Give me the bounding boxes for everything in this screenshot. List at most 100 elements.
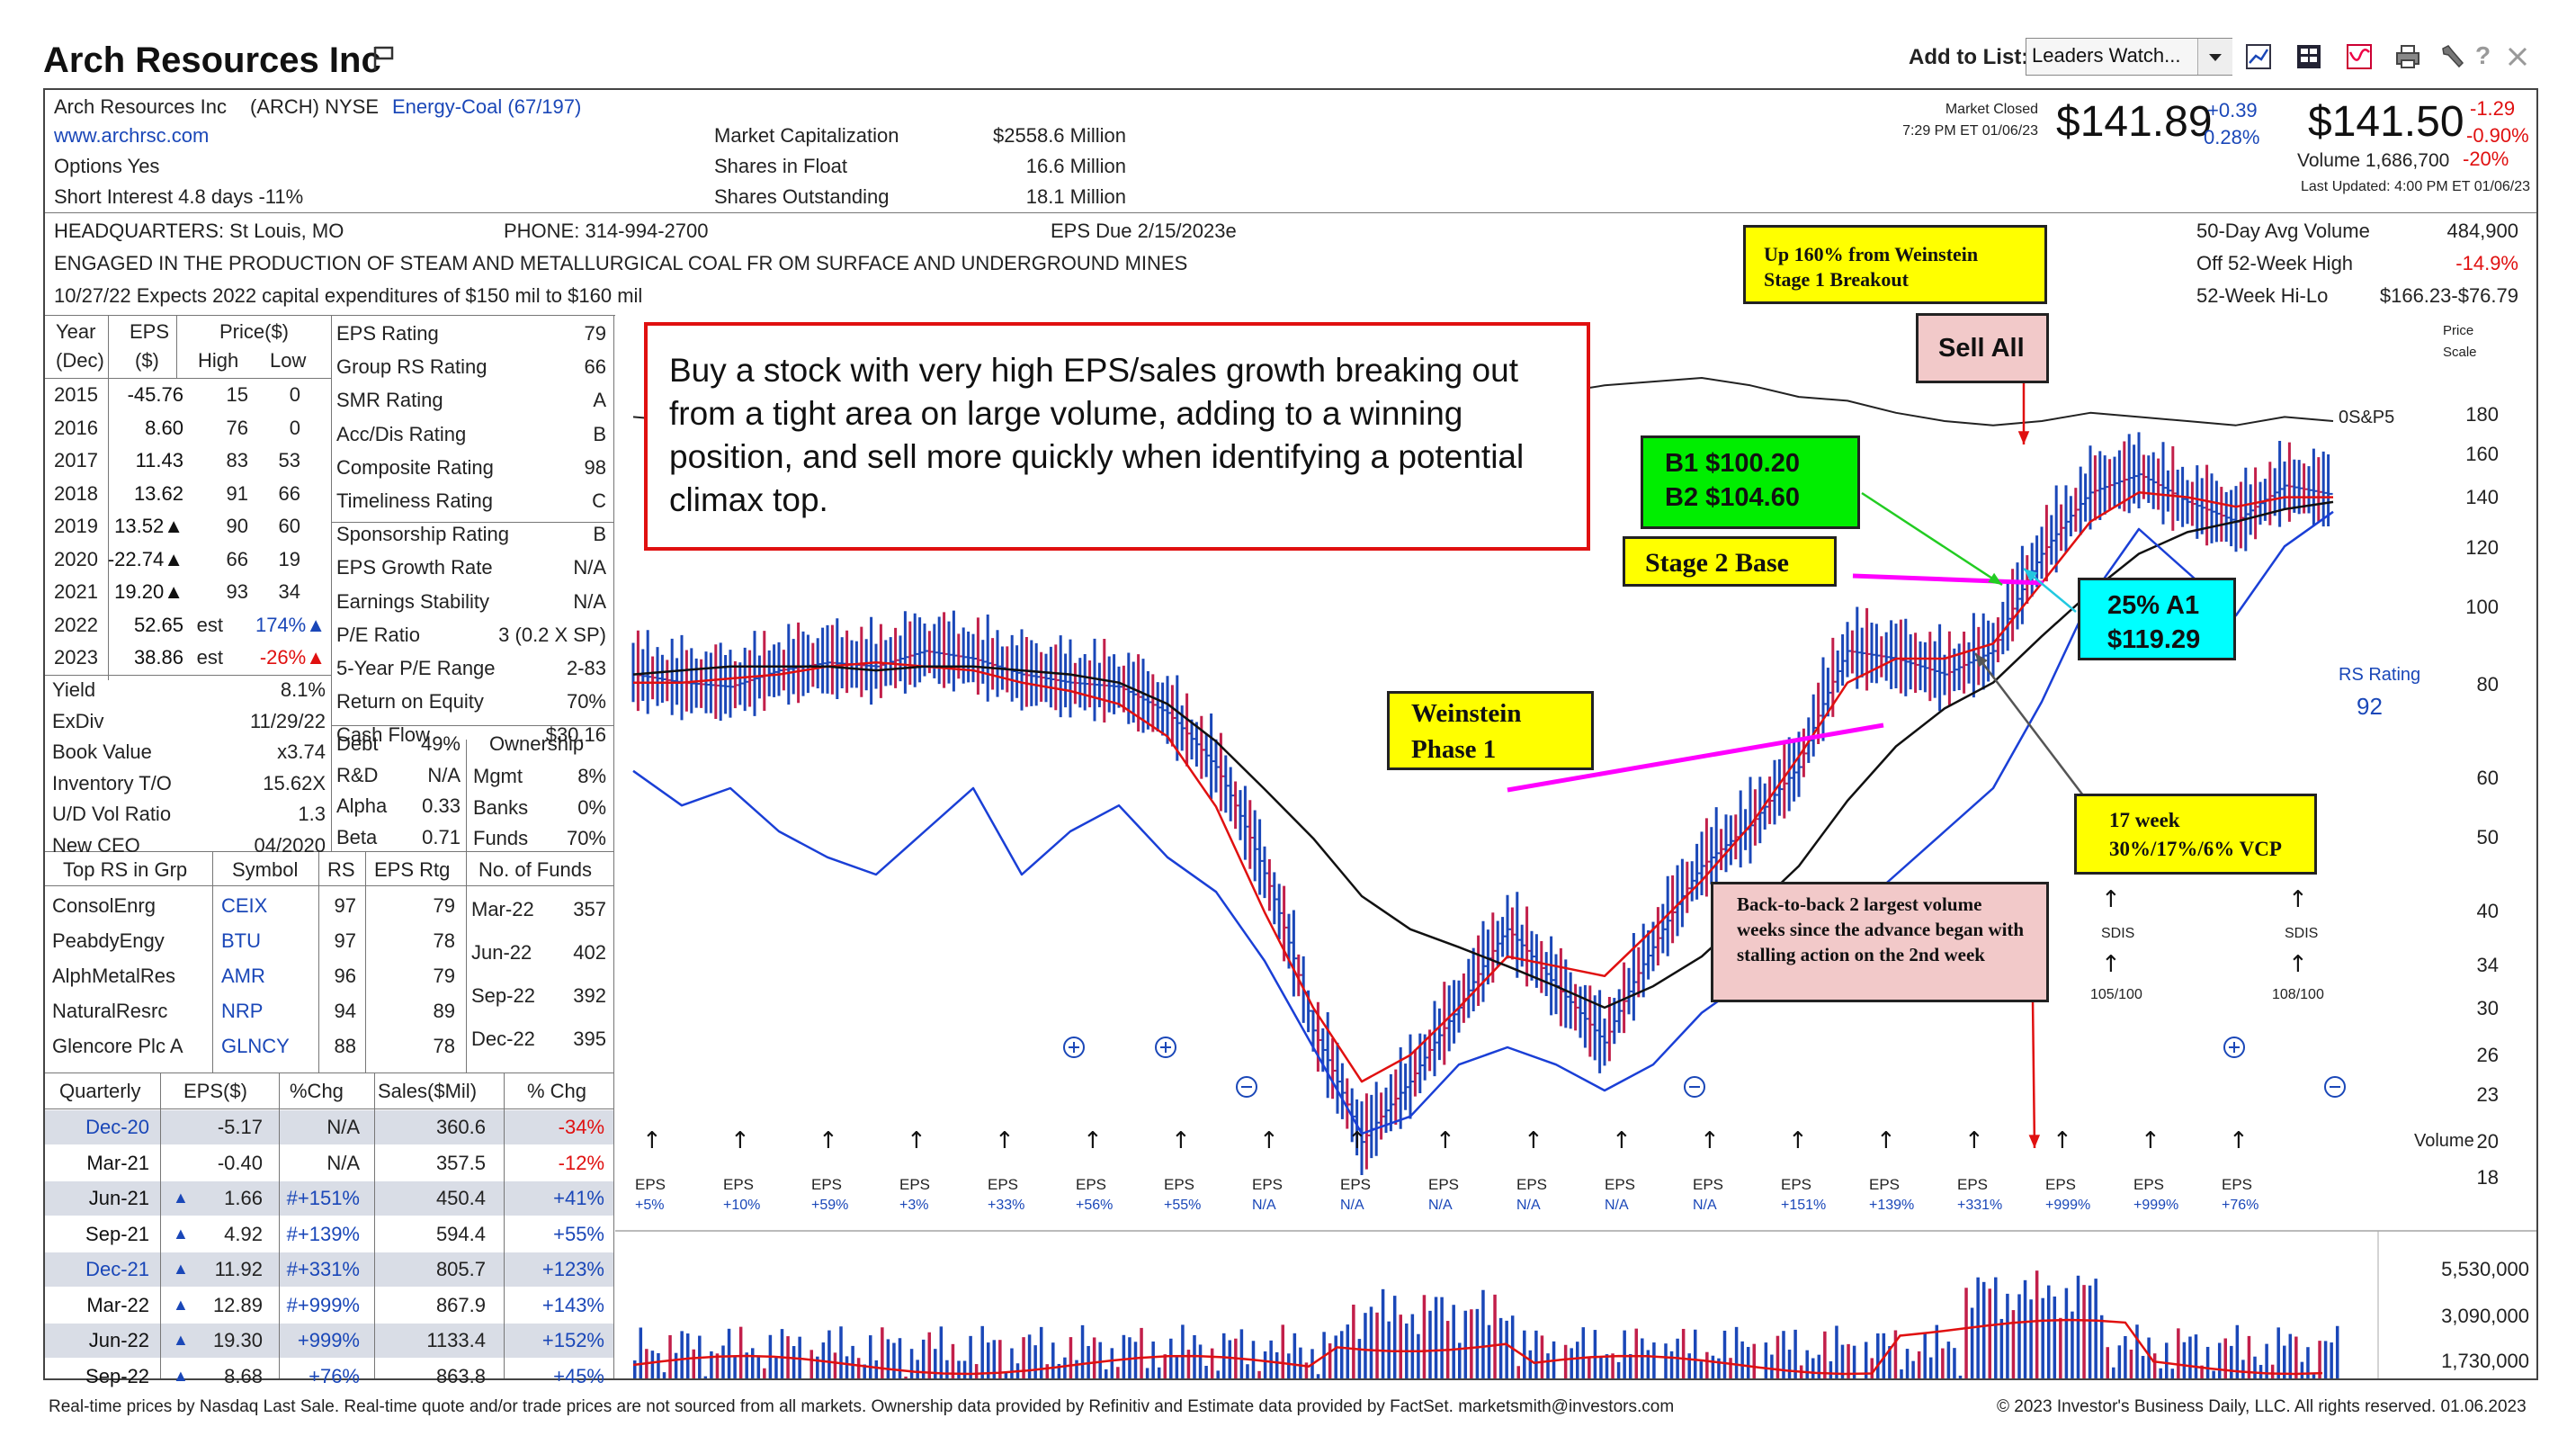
volume-avg-line (632, 1318, 2323, 1376)
volume-bar (2076, 1275, 2080, 1378)
quarter-eps-chg: #+139% (286, 1222, 360, 1245)
q-sales-header: Sales($Mil) (378, 1080, 478, 1102)
volume-bar (1999, 1318, 2004, 1378)
volume-bar (2053, 1296, 2057, 1378)
q-eps-header: EPS($) (183, 1080, 247, 1102)
volume-arrow (2031, 998, 2036, 1149)
toprs-symbol[interactable]: BTU (221, 929, 261, 952)
volume-bar (1593, 1330, 1597, 1378)
eps-marker-title: EPS (1428, 1176, 1459, 1193)
price-tick-label: 60 (2477, 767, 2499, 789)
toprs-symbol[interactable]: AMR (221, 965, 265, 987)
volume-bar (1316, 1374, 1320, 1378)
volume-bar (1275, 1351, 1279, 1378)
volume-bar (1022, 1337, 1025, 1378)
rating-value: A (593, 389, 606, 412)
eps-low: 60 (278, 515, 300, 537)
quarter-eps: 11.92 (214, 1258, 263, 1280)
toprs-eps: 89 (433, 1000, 455, 1022)
ma-40-week-line (632, 500, 2334, 1010)
eps-low-header: Low (270, 349, 307, 372)
price-tick-label: 160 (2465, 443, 2499, 465)
toprs-rs: 97 (334, 894, 356, 917)
a1-line1: 25% A1 (2107, 591, 2200, 620)
eps-high-header: High (198, 349, 239, 372)
volume-bar (662, 1372, 666, 1378)
toprs-symbol[interactable]: CEIX (221, 894, 268, 917)
volume-bar (1911, 1360, 1915, 1378)
eps-year-header: Year (56, 320, 96, 343)
eps-marker-title: EPS (2222, 1176, 2252, 1193)
volume-bar (856, 1358, 861, 1378)
volume-bar (881, 1327, 884, 1378)
short-interest: Short Interest 4.8 days -11% (54, 185, 304, 208)
quarter-sales: 360.6 (435, 1116, 486, 1138)
volume-bar (1045, 1364, 1049, 1378)
eps-value: 52.65 (133, 613, 183, 636)
toprs-eps: 79 (433, 965, 455, 987)
volume-bar (2006, 1293, 2009, 1378)
flag-icon[interactable] (372, 45, 396, 72)
volume-bar (2124, 1335, 2127, 1378)
close-icon[interactable] (2506, 45, 2529, 68)
trend-icon[interactable] (2346, 43, 2373, 70)
ownership-label: Mgmt (473, 765, 523, 787)
eps-arrow-icon: ↑ (818, 1127, 838, 1154)
quarter-eps-chg: +76% (309, 1364, 360, 1387)
chart-icon[interactable] (2245, 43, 2272, 70)
eps-arrow-icon: ↑ (2229, 1127, 2249, 1154)
volume-bar (1528, 1350, 1533, 1378)
grid-icon[interactable] (2295, 43, 2322, 70)
eps-year: 2021 (54, 580, 98, 603)
funds-count: 392 (573, 984, 606, 1007)
volume-bar (1004, 1372, 1008, 1378)
toprs-symbol[interactable]: GLNCY (221, 1035, 290, 1057)
price-tick-label: 50 (2477, 826, 2499, 848)
volume-bar (1487, 1324, 1491, 1378)
funds-quarter: Dec-22 (471, 1028, 535, 1050)
volume-bar (1905, 1349, 1910, 1378)
volume-bar (2011, 1310, 2016, 1378)
volume-bar (1817, 1354, 1821, 1378)
volume-bar (2059, 1317, 2062, 1378)
help-icon[interactable]: ? (2475, 41, 2491, 69)
website-link[interactable]: www.archrsc.com (54, 124, 210, 147)
stat-value: 0.71 (422, 825, 461, 848)
eps-value: 38.86 (133, 646, 183, 669)
volume-bar (792, 1346, 796, 1378)
industry-group-link[interactable]: Energy-Coal (67/197) (392, 95, 582, 118)
volume-bar (2230, 1345, 2233, 1378)
panel-divider (466, 740, 467, 851)
toprs-symbol[interactable]: NRP (221, 1000, 264, 1022)
volume-bar (2258, 1364, 2263, 1378)
volume-bar (1893, 1330, 1898, 1378)
phone: PHONE: 314-994-2700 (504, 220, 709, 242)
page-title: Arch Resources Inc (43, 40, 381, 80)
volume-note-text: Back-to-back 2 largest volume weeks sinc… (1737, 893, 2025, 965)
rating-value: B (593, 523, 606, 546)
volume-bar (1534, 1330, 1538, 1378)
tools-icon[interactable] (2439, 43, 2466, 70)
volume-tick-label: 1,730,000 (2441, 1350, 2529, 1372)
print-icon[interactable] (2394, 43, 2421, 70)
ownership-value: 70% (566, 827, 606, 849)
list-select[interactable]: Leaders Watch... (2026, 38, 2232, 76)
volume-bar (1746, 1347, 1750, 1378)
volume-bar (1346, 1324, 1350, 1378)
eps-marker-value: +76% (2222, 1198, 2258, 1213)
volume-bar (1080, 1324, 1085, 1378)
volume-bar (2217, 1342, 2222, 1378)
volume-bar (721, 1345, 725, 1378)
ownership-value: 0% (577, 795, 606, 819)
eps-marker-title: EPS (2133, 1176, 2164, 1193)
eps-marker-title: EPS (635, 1176, 666, 1193)
off-high-value: -14.9% (2455, 252, 2518, 274)
volume-bar (1051, 1342, 1055, 1378)
col-divider (212, 851, 213, 1073)
volume-bar (1941, 1348, 1945, 1378)
quarter-sales: 357.5 (435, 1151, 486, 1174)
funds-quarter: Sep-22 (471, 984, 535, 1007)
price-change: -1.29 (2470, 97, 2516, 120)
volume-bar (1440, 1297, 1444, 1378)
rating-value: B (593, 422, 606, 445)
